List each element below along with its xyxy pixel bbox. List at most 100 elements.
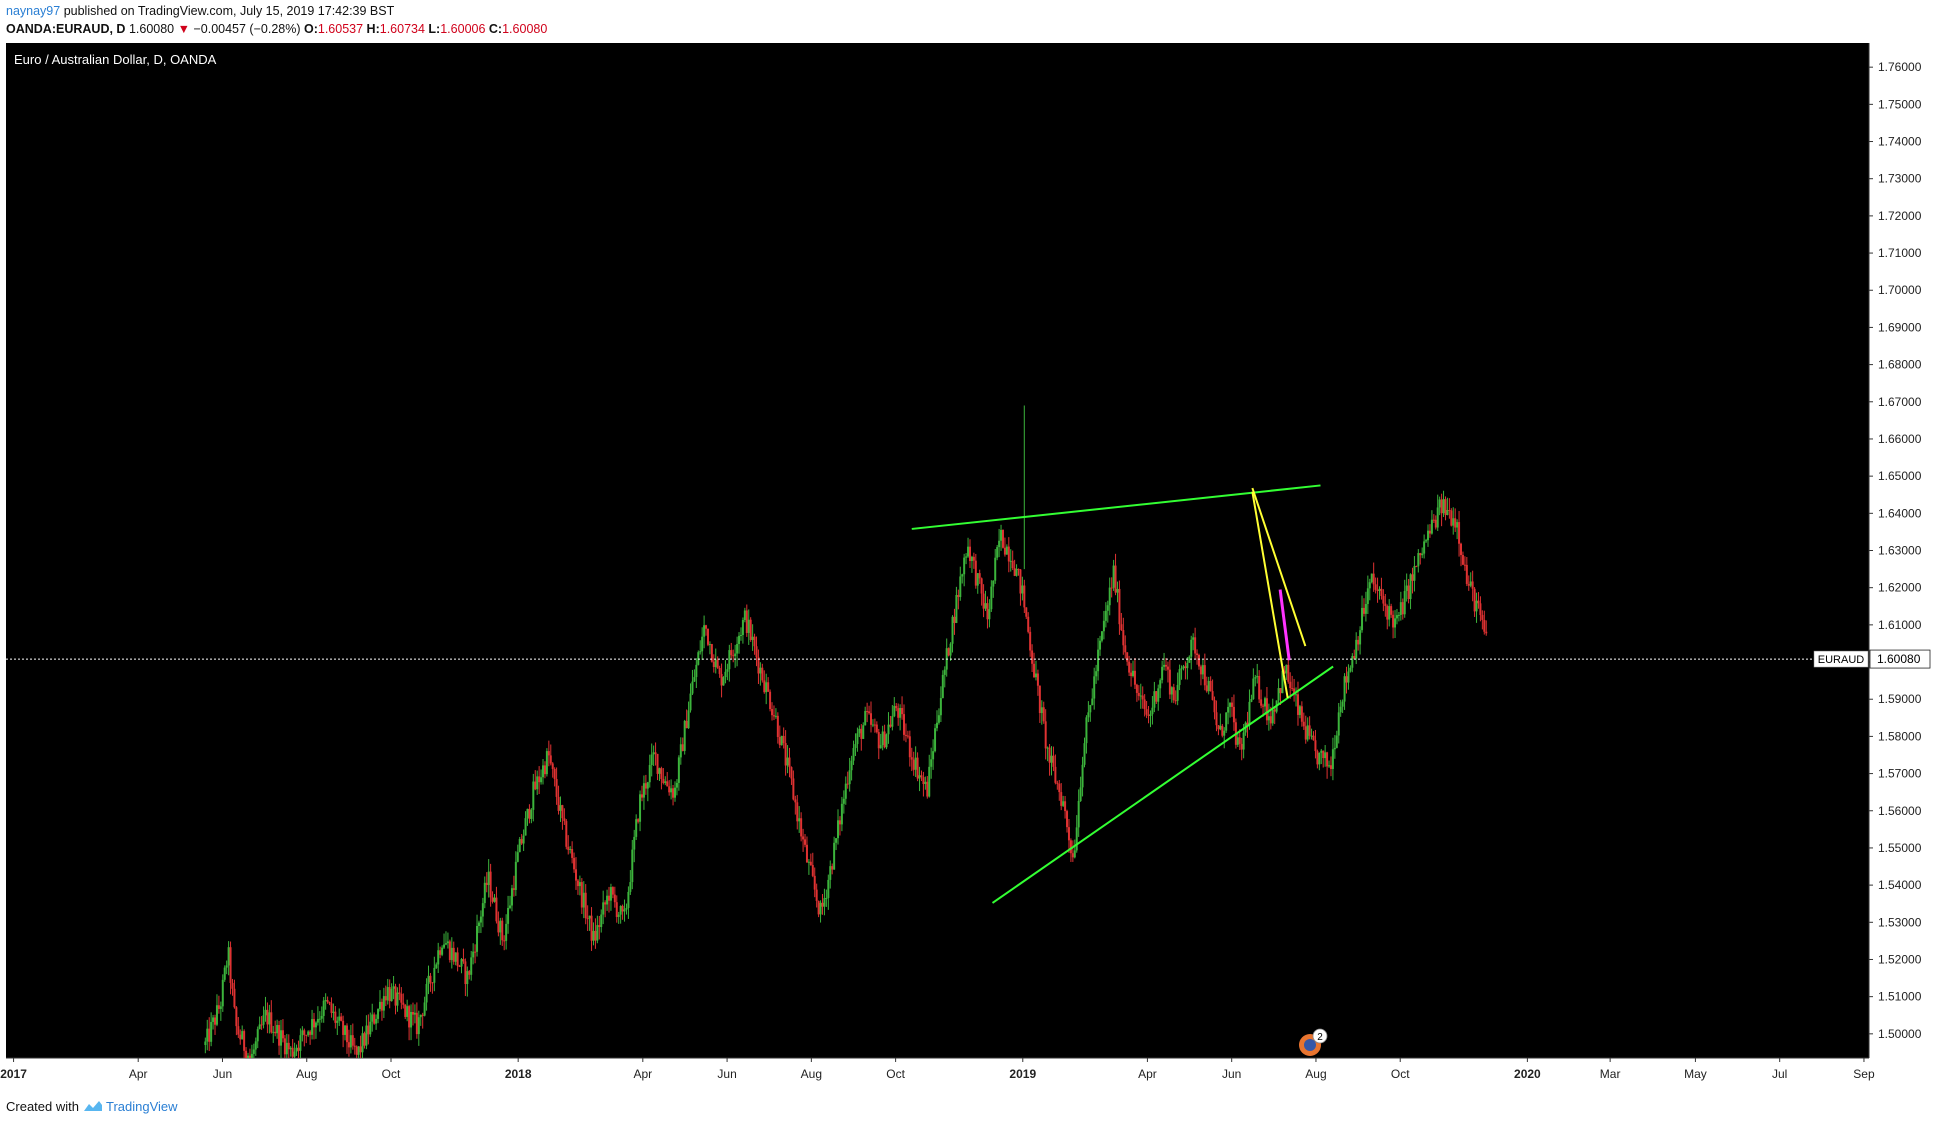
projection-line[interactable] (1278, 589, 1291, 661)
candle (625, 903, 628, 915)
candle (373, 1012, 376, 1025)
candle (1033, 652, 1036, 678)
tradingview-logo-icon[interactable] (83, 1100, 103, 1111)
price-tick-label: 1.58000 (1878, 729, 1922, 743)
candle (817, 900, 820, 918)
candle (724, 660, 727, 684)
candle (371, 1003, 374, 1032)
candle (1425, 538, 1428, 543)
candle (318, 1011, 321, 1032)
candle (520, 834, 523, 845)
candle (1271, 698, 1274, 726)
candle (1114, 553, 1117, 596)
author-link[interactable]: naynay97 (6, 4, 61, 18)
candle (559, 796, 562, 822)
candle (899, 704, 902, 731)
candle (862, 722, 865, 739)
candle (1427, 524, 1430, 547)
candle (673, 781, 676, 802)
candle (536, 770, 539, 795)
candle (1001, 529, 1004, 549)
candle (1331, 737, 1334, 781)
candle (1159, 678, 1162, 698)
candle (1066, 809, 1069, 833)
candle (675, 779, 678, 796)
candle (229, 941, 232, 995)
candle (852, 740, 855, 765)
candle (1289, 672, 1292, 699)
time-tick-label: Jun (213, 1067, 232, 1081)
candle (666, 772, 669, 787)
candle (1223, 727, 1226, 749)
footer: Created with TradingView (6, 1099, 178, 1114)
candle (1019, 569, 1022, 606)
candle (1044, 709, 1047, 760)
candle (765, 673, 768, 705)
candle (1091, 688, 1094, 706)
candle (935, 710, 938, 732)
candle (972, 552, 975, 569)
price-tick-label: 1.50000 (1878, 1027, 1922, 1041)
candle (299, 1028, 302, 1058)
price-tick-label: 1.75000 (1878, 97, 1922, 111)
candle (503, 935, 506, 951)
open-value: 1.60537 (317, 22, 364, 36)
candle (1213, 696, 1216, 720)
lower-trendline[interactable] (991, 665, 1334, 904)
price-axis[interactable] (1869, 43, 1934, 1058)
candle (706, 628, 709, 647)
events-badge[interactable]: 2 (1299, 1028, 1328, 1056)
candle (281, 1019, 284, 1043)
candle (1394, 610, 1397, 639)
candle (877, 728, 880, 760)
candle (204, 1037, 207, 1054)
candle (656, 753, 659, 781)
candle (417, 1010, 420, 1046)
wedge-lower-line[interactable] (1251, 491, 1289, 699)
candle (782, 727, 785, 749)
candle (1133, 657, 1136, 689)
candle (231, 978, 234, 996)
wedge-upper-line[interactable] (1251, 487, 1307, 647)
candle (1370, 573, 1373, 584)
candle (237, 1017, 240, 1038)
candle (377, 1008, 380, 1024)
candle (336, 1016, 339, 1036)
candle (1143, 694, 1146, 717)
chart-pane[interactable] (6, 43, 1869, 1058)
candle (761, 663, 764, 683)
candle (780, 735, 783, 746)
tradingview-link[interactable]: TradingView (106, 1099, 178, 1114)
candle (347, 1029, 350, 1057)
candle (1236, 731, 1239, 747)
candle (771, 702, 774, 721)
candle (1267, 703, 1270, 731)
candle (796, 794, 799, 830)
candle (1009, 549, 1012, 572)
candle (322, 996, 325, 1023)
candle (910, 747, 913, 772)
created-with-text: Created with (6, 1099, 79, 1114)
publish-info: naynay97 published on TradingView.com, J… (6, 4, 394, 18)
price-tick-label: 1.72000 (1878, 209, 1922, 223)
candle (1029, 626, 1032, 657)
candle (1132, 660, 1135, 678)
candle (1085, 715, 1088, 754)
candle (446, 932, 449, 949)
candle (1298, 704, 1301, 719)
price-tick-label: 1.65000 (1878, 469, 1922, 483)
candle (485, 872, 488, 893)
candle (788, 747, 791, 778)
candle (670, 779, 673, 800)
candle (1052, 746, 1055, 772)
candle (1460, 542, 1463, 567)
candle (885, 733, 888, 750)
candle (1310, 728, 1313, 740)
candle (749, 617, 752, 642)
time-axis[interactable] (6, 1058, 1869, 1088)
candle (722, 676, 725, 686)
candle (805, 836, 808, 863)
candle (441, 945, 444, 957)
candle (576, 878, 579, 895)
